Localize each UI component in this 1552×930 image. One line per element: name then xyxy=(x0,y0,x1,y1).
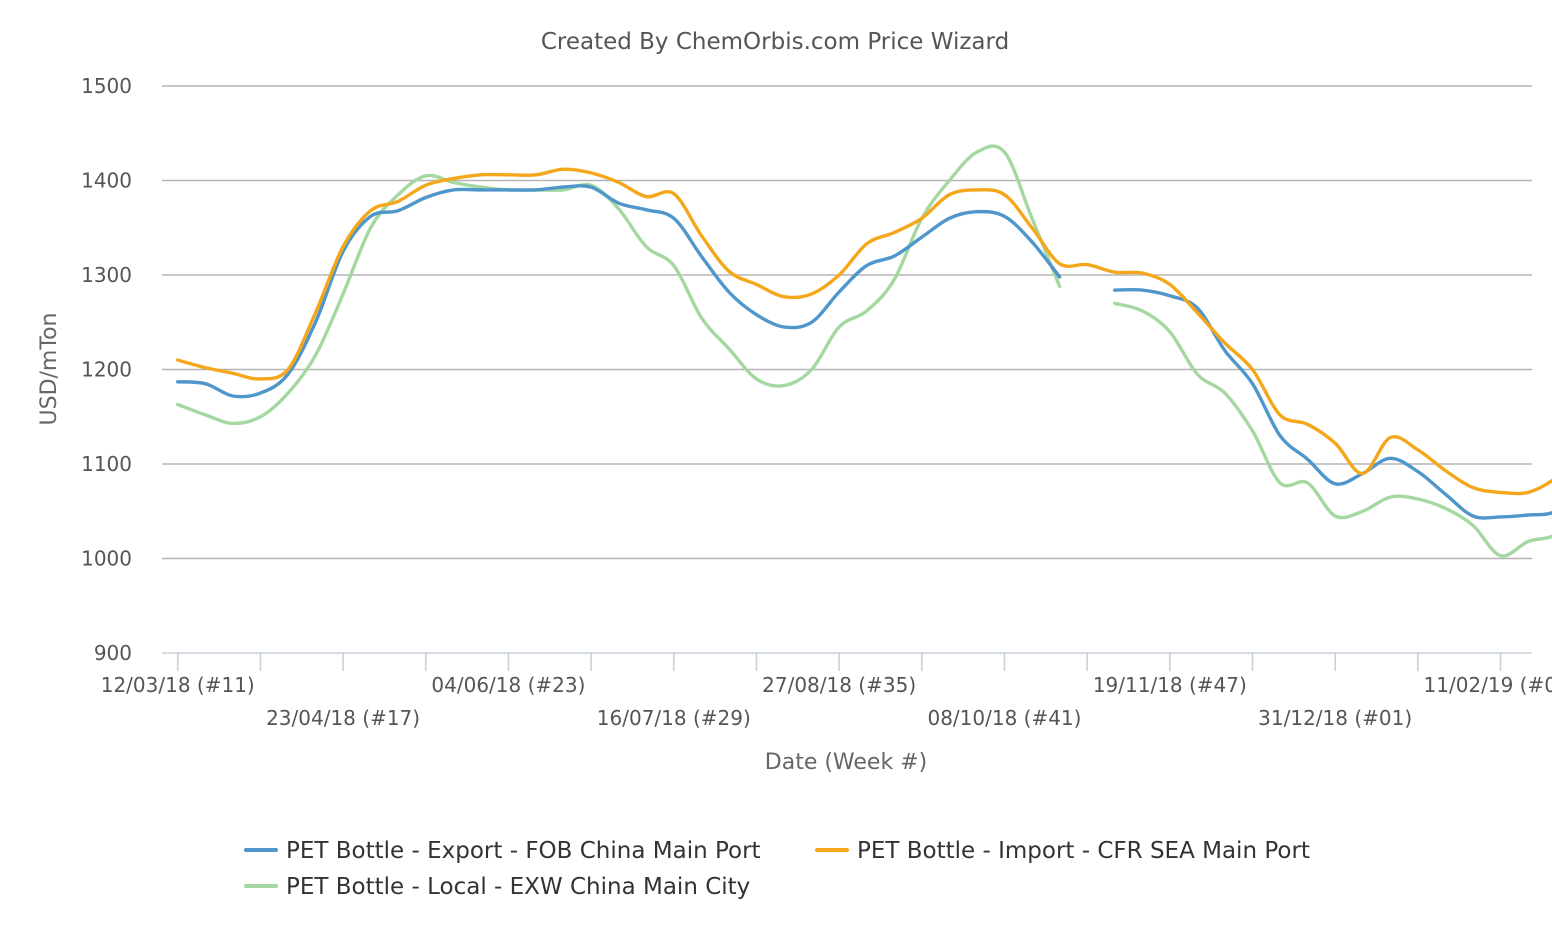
x-tick-label-0: 12/03/18 (#11) xyxy=(101,673,255,697)
x-tick-label-6: 19/11/18 (#47) xyxy=(1093,673,1247,697)
x-tick-label-3: 16/07/18 (#29) xyxy=(597,706,751,730)
x-axis-ticks: 12/03/18 (#11) 23/04/18 (#17) 04/06/18 (#2… xyxy=(101,653,1552,730)
x-tick-label-4: 27/08/18 (#35) xyxy=(762,673,916,697)
series-1 xyxy=(176,167,1552,496)
y-axis-tick-labels: 900 1000 1100 1200 1300 1400 1500 xyxy=(81,74,132,665)
series-lines xyxy=(176,144,1552,558)
legend-item-2[interactable]: PET Bottle - Local - EXW China Main City xyxy=(244,874,750,900)
series-0-line-segment-0 xyxy=(176,184,1062,399)
y-tick-label-1300: 1300 xyxy=(81,263,132,287)
y-tick-label-900: 900 xyxy=(94,641,132,665)
x-tick-label-7: 31/12/18 (#01) xyxy=(1258,706,1412,730)
y-tick-label-1400: 1400 xyxy=(81,169,132,193)
legend-label-2: PET Bottle - Local - EXW China Main City xyxy=(286,874,750,900)
y-tick-label-1200: 1200 xyxy=(81,358,132,382)
series-2-line-segment-0 xyxy=(176,144,1062,426)
legend-label-1: PET Bottle - Import - CFR SEA Main Port xyxy=(857,838,1310,864)
series-1-line-segment-0 xyxy=(176,167,1552,496)
y-tick-label-1500: 1500 xyxy=(81,74,132,98)
y-tick-label-1100: 1100 xyxy=(81,452,132,476)
y-tick-label-1000: 1000 xyxy=(81,547,132,571)
x-tick-label-2: 04/06/18 (#23) xyxy=(431,673,585,697)
chart-title: Created By ChemOrbis.com Price Wizard xyxy=(541,29,1009,55)
legend-label-0: PET Bottle - Export - FOB China Main Por… xyxy=(286,838,761,864)
series-2 xyxy=(176,144,1552,558)
series-0 xyxy=(176,184,1552,520)
y-axis-title: USD/mTon xyxy=(37,313,62,426)
x-tick-label-8: 11/02/19 (#07) xyxy=(1424,673,1552,697)
grid-lines xyxy=(162,85,1532,560)
series-2-line-segment-1 xyxy=(1113,301,1552,558)
x-axis-title: Date (Week #) xyxy=(765,750,927,775)
legend[interactable]: PET Bottle - Export - FOB China Main Por… xyxy=(244,838,1310,900)
legend-item-1[interactable]: PET Bottle - Import - CFR SEA Main Port xyxy=(815,838,1310,864)
series-0-line-segment-1 xyxy=(1113,288,1552,520)
x-tick-label-5: 08/10/18 (#41) xyxy=(927,706,1081,730)
x-tick-label-1: 23/04/18 (#17) xyxy=(266,706,420,730)
legend-item-0[interactable]: PET Bottle - Export - FOB China Main Por… xyxy=(244,838,761,864)
